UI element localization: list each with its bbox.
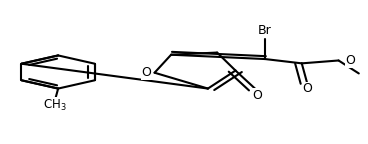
Text: O: O xyxy=(253,89,262,102)
Text: Br: Br xyxy=(258,24,272,37)
Text: O: O xyxy=(142,66,151,79)
Text: O: O xyxy=(345,54,355,67)
Text: CH$_3$: CH$_3$ xyxy=(43,98,67,113)
Text: O: O xyxy=(302,83,312,95)
